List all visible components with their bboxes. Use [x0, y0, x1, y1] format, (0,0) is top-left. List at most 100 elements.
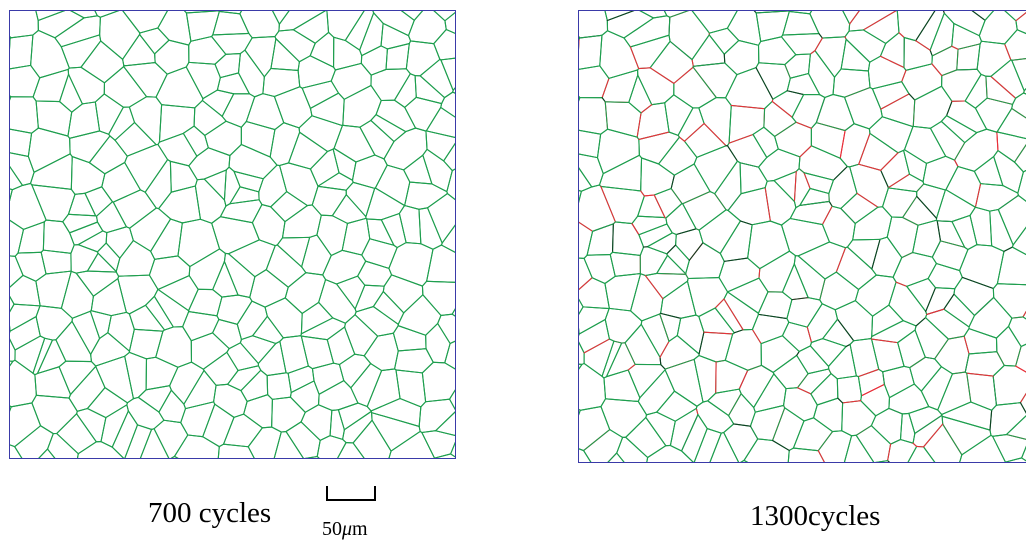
grain-boundary-segment	[906, 285, 927, 313]
grain-boundary-segment	[212, 11, 220, 36]
grain-boundary-segment	[1015, 345, 1022, 367]
grain-boundary-segment	[426, 207, 443, 244]
grain-boundary-segment	[212, 32, 250, 36]
grain-boundary-segment	[903, 149, 911, 175]
grain-boundary-segment	[781, 291, 793, 301]
grain-boundary-segment	[630, 273, 642, 312]
cracked-boundary-segment	[738, 369, 749, 390]
grain-boundary-segment	[596, 133, 602, 159]
grain-boundary-segment	[108, 106, 124, 135]
grain-boundary-segment	[67, 73, 83, 105]
cracked-boundary-segment	[691, 59, 694, 67]
grain-boundary-segment	[316, 439, 321, 458]
grain-boundary-segment	[885, 32, 900, 45]
grain-boundary-segment	[782, 33, 820, 36]
grain-boundary-segment	[682, 190, 711, 205]
grain-boundary-segment	[335, 283, 356, 310]
grain-boundary-segment	[249, 276, 256, 298]
grain-boundary-segment	[278, 11, 290, 25]
grain-boundary-segment	[749, 411, 756, 427]
scale-bar-unit-mu: μ	[342, 518, 353, 540]
grain-boundary-segment	[301, 301, 320, 314]
grain-boundary-segment	[623, 37, 631, 48]
grain-boundary-segment	[218, 443, 225, 448]
grain-boundary-segment	[360, 62, 372, 76]
grain-boundary-segment	[909, 367, 915, 385]
grain-boundary-segment	[920, 390, 930, 408]
grain-boundary-segment	[299, 86, 303, 89]
grain-boundary-segment	[69, 130, 101, 139]
grain-boundary-segment	[111, 446, 125, 458]
grain-boundary-segment	[414, 75, 417, 98]
grain-boundary-segment	[357, 402, 368, 408]
grain-boundary-segment	[608, 69, 639, 79]
grain-boundary-segment	[903, 365, 911, 369]
grain-boundary-segment	[669, 444, 683, 452]
grain-boundary-segment	[953, 293, 976, 316]
grain-boundary-segment	[354, 353, 365, 357]
grain-boundary-segment	[103, 66, 125, 84]
grain-boundary-segment	[212, 289, 223, 298]
grain-boundary-segment	[583, 257, 593, 279]
grain-boundary-segment	[14, 359, 34, 374]
cracked-boundary-segment	[879, 55, 905, 69]
grain-boundary-segment	[931, 256, 937, 265]
grain-boundary-segment	[177, 361, 193, 368]
grain-boundary-segment	[757, 156, 768, 168]
grain-boundary-segment	[777, 148, 801, 158]
grain-boundary-segment	[432, 244, 443, 250]
grain-boundary-segment	[992, 435, 1006, 462]
grain-boundary-segment	[903, 37, 917, 42]
grain-boundary-segment-dark	[916, 195, 938, 219]
grain-boundary-segment	[736, 67, 757, 76]
grain-boundary-segment	[602, 154, 640, 175]
grain-boundary-segment	[995, 402, 1021, 406]
grain-boundary-segment	[214, 53, 227, 65]
grain-boundary-segment	[835, 271, 860, 291]
grain-boundary-segment	[409, 73, 416, 77]
grain-boundary-segment	[155, 330, 164, 358]
grain-boundary-segment	[124, 424, 139, 458]
grain-boundary-segment	[763, 108, 766, 128]
grain-boundary-segment	[614, 272, 641, 277]
grain-boundary-segment	[752, 133, 768, 158]
grain-boundary-segment	[420, 243, 434, 250]
cracked-boundary-segment	[627, 363, 636, 371]
grain-boundary-segment	[440, 244, 455, 253]
grain-boundary-segment	[970, 401, 993, 411]
grain-boundary-segment	[869, 86, 873, 90]
grain-boundary-segment	[604, 318, 610, 340]
grain-boundary-segment	[332, 317, 347, 324]
grain-boundary-segment	[337, 442, 347, 458]
grain-boundary-segment	[71, 320, 92, 355]
grain-boundary-segment-dark	[989, 409, 993, 431]
grain-boundary-segment	[421, 372, 427, 403]
grain-boundary-segment	[1015, 20, 1018, 31]
grain-boundary-segment	[158, 191, 172, 210]
grain-boundary-segment	[824, 271, 837, 280]
grain-boundary-segment	[913, 383, 922, 392]
grain-boundary-segment	[239, 342, 259, 364]
grain-boundary-segment	[440, 106, 455, 118]
grain-boundary-segment	[366, 218, 382, 221]
grain-boundary-segment	[158, 411, 165, 421]
grain-boundary-segment	[30, 34, 34, 66]
grain-boundary-segment	[855, 434, 875, 462]
cracked-boundary-segment	[974, 183, 982, 208]
cracked-boundary-segment	[601, 77, 610, 99]
grain-boundary-segment	[342, 429, 345, 440]
grain-boundary-segment	[10, 444, 16, 448]
grain-boundary-segment	[931, 240, 942, 258]
grain-boundary-segment	[978, 19, 986, 37]
grain-boundary-segment	[579, 363, 583, 365]
grain-boundary-segment	[452, 91, 455, 94]
grain-boundary-segment	[237, 365, 260, 372]
grain-boundary-segment	[666, 15, 671, 18]
grain-boundary-segment	[128, 106, 136, 124]
grain-boundary-segment	[262, 76, 265, 95]
grain-boundary-segment	[240, 143, 271, 158]
grain-boundary-segment	[989, 210, 993, 247]
grain-boundary-segment	[357, 260, 367, 277]
grain-boundary-segment	[100, 441, 113, 448]
grain-boundary-segment	[828, 241, 847, 249]
